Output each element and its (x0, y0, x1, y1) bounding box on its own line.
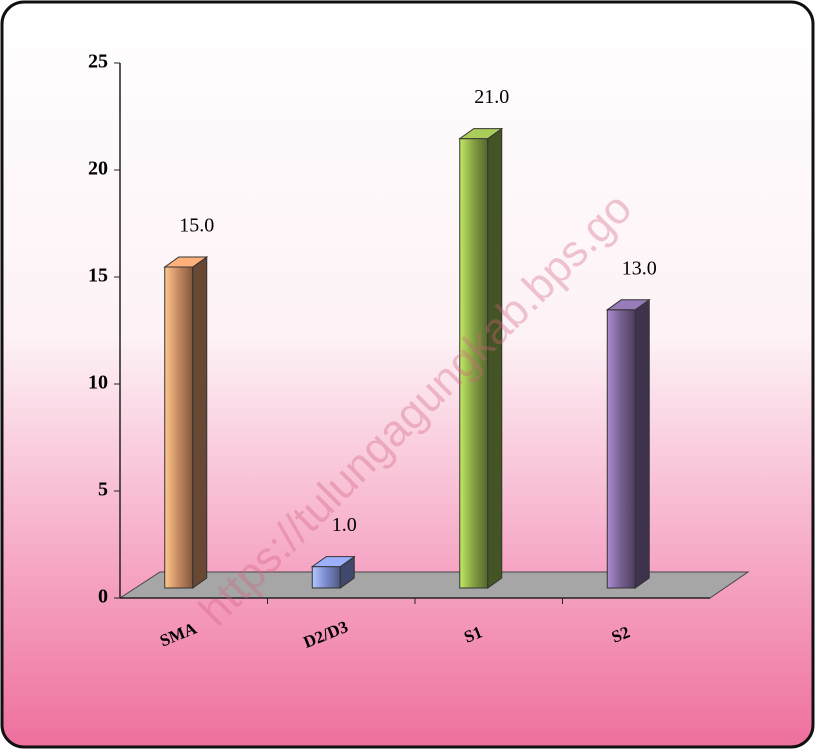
y-tick-label: 5 (98, 479, 108, 501)
bar-top (163, 256, 209, 268)
y-tick-label: 20 (88, 158, 108, 180)
bar (459, 138, 489, 589)
bar-side (192, 256, 208, 589)
bar-side (634, 298, 650, 589)
value-label: 21.0 (474, 86, 509, 108)
x-tick-label: S1 (461, 622, 485, 646)
value-label: 1.0 (332, 514, 357, 536)
bar-top (458, 128, 504, 140)
y-tick-label: 25 (88, 51, 108, 73)
y-tick-label: 15 (88, 265, 108, 287)
bar (164, 266, 194, 589)
value-label: 13.0 (622, 257, 657, 279)
bar-top (605, 299, 651, 311)
bar-top (310, 556, 356, 568)
bar (311, 566, 341, 589)
y-tick-label: 0 (98, 586, 108, 608)
y-tick-label: 10 (88, 372, 108, 394)
bar (606, 309, 636, 589)
x-tick-label: S2 (609, 622, 633, 646)
value-label: 15.0 (179, 215, 214, 237)
